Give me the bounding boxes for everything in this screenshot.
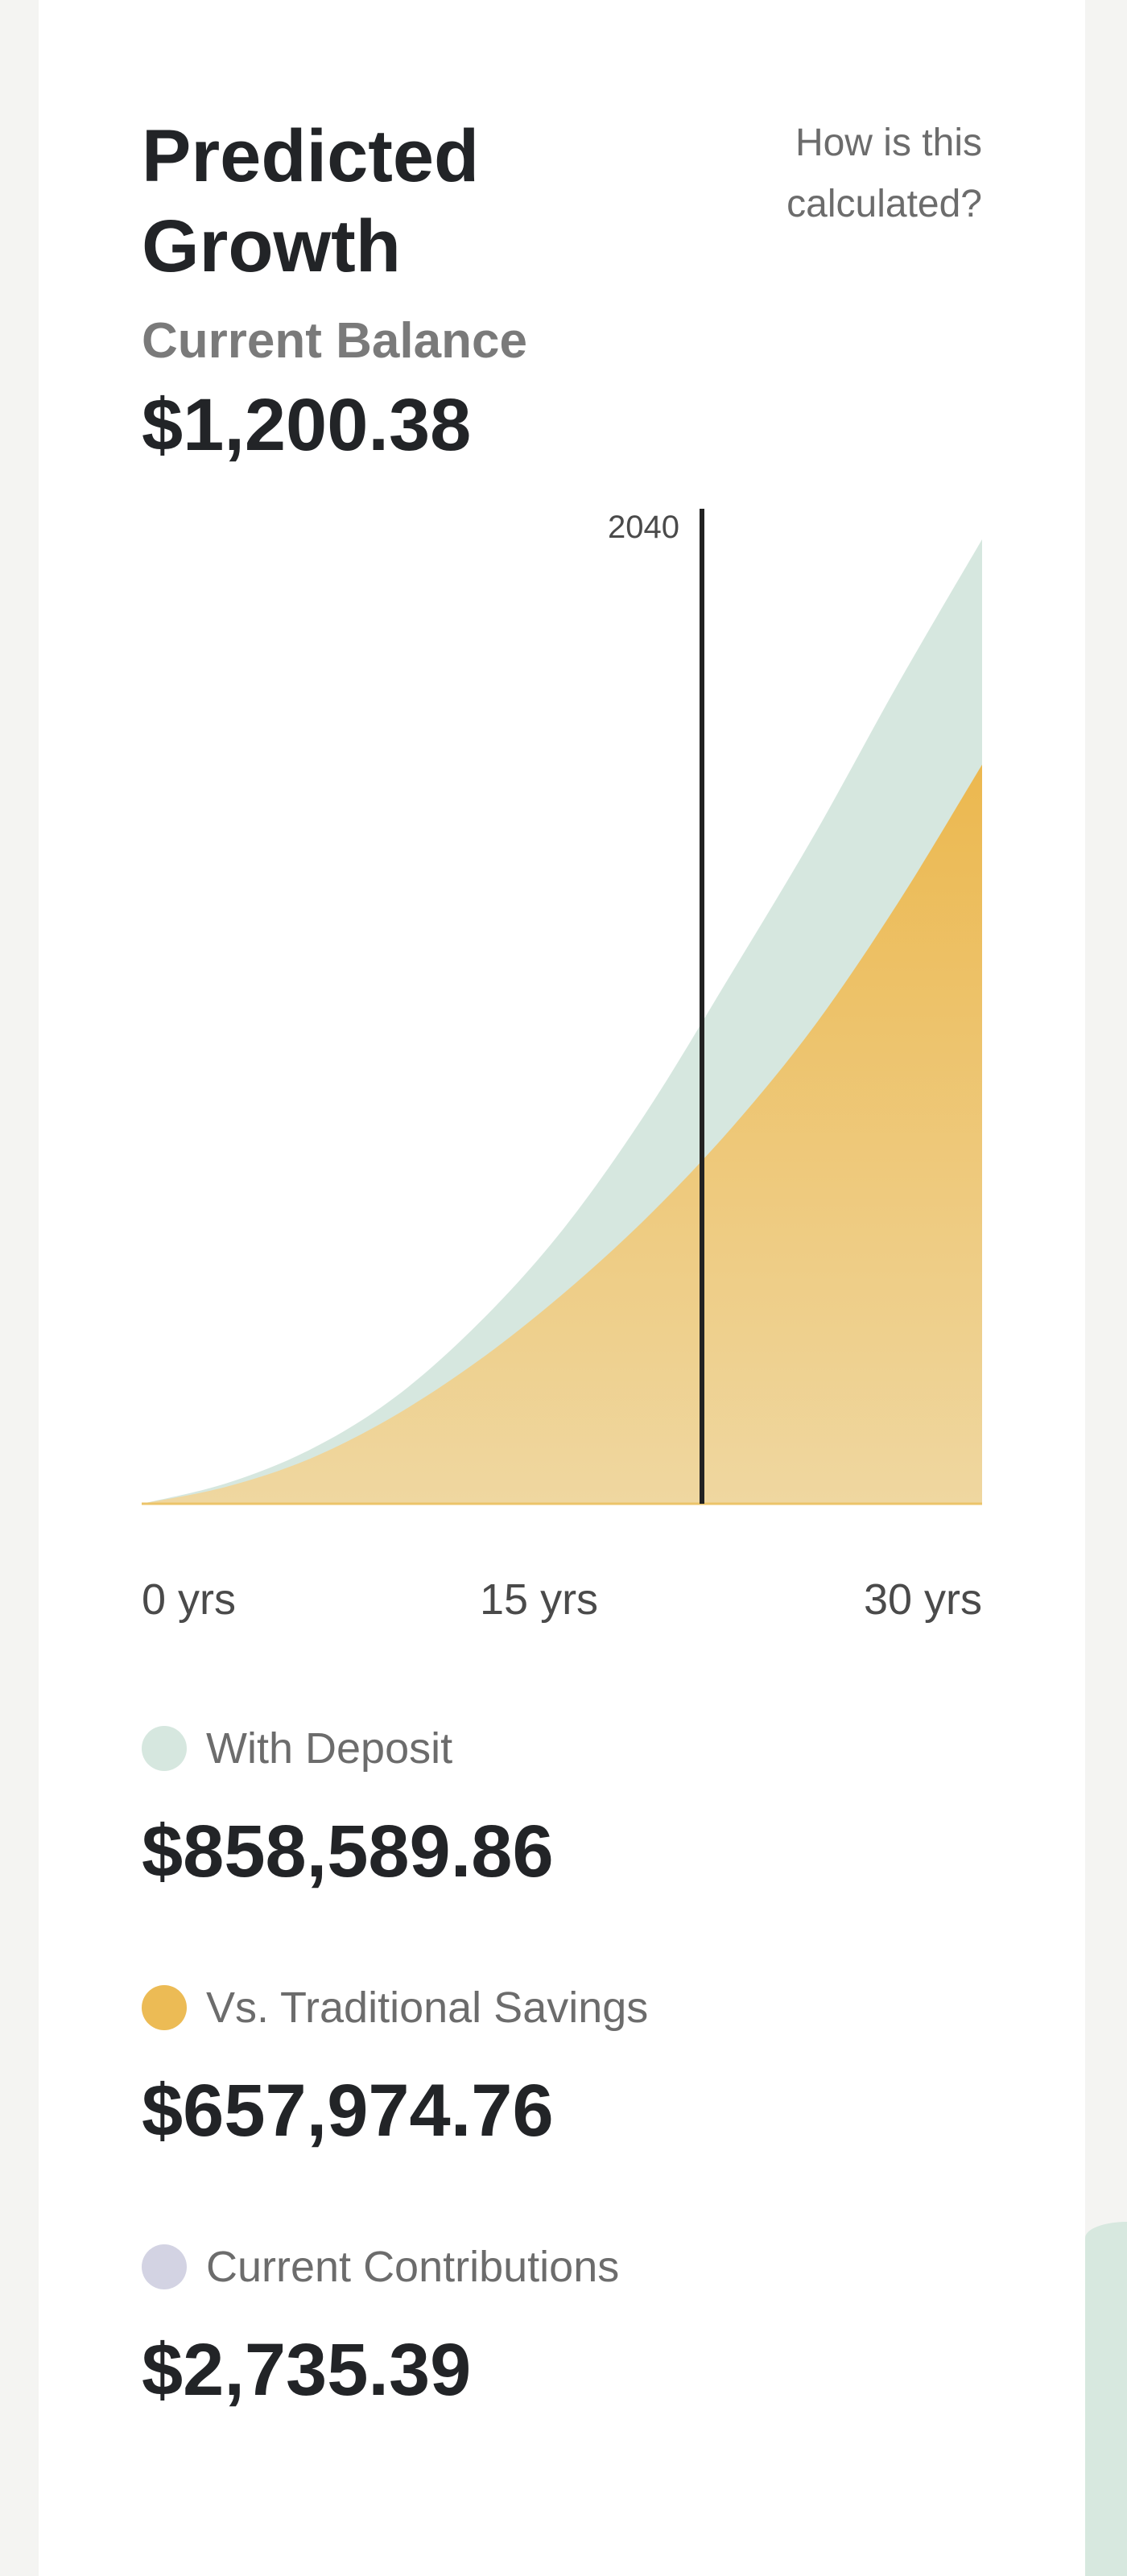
legend-label: With Deposit <box>206 1724 453 1773</box>
year-marker-label: 2040 <box>608 510 679 545</box>
x-tick-label: 30 yrs <box>863 1575 982 1624</box>
page-title: Predicted Growth <box>142 115 480 287</box>
traditional-savings-dot <box>142 1985 187 2030</box>
current-contributions-dot <box>142 2244 187 2289</box>
current-balance-label: Current Balance <box>142 313 527 369</box>
legend-with-deposit: With Deposit <box>142 1716 452 1781</box>
x-tick-label: 15 yrs <box>480 1575 599 1624</box>
background-decoration <box>1085 2222 1127 2576</box>
legend-current-contributions: Current Contributions <box>142 2235 619 2299</box>
current-contributions-value: $2,735.39 <box>142 2329 472 2411</box>
growth-chart[interactable]: 2040 <box>142 483 982 1513</box>
legend-label: Current Contributions <box>206 2243 620 2291</box>
x-tick-label: 0 yrs <box>142 1575 237 1624</box>
traditional-savings-area <box>142 764 982 1504</box>
legend-label: Vs. Traditional Savings <box>206 1984 649 2032</box>
how-calculated-link[interactable]: How is this calculated? <box>786 122 982 225</box>
legend-traditional-savings: Vs. Traditional Savings <box>142 1975 648 2040</box>
traditional-savings-value: $657,974.76 <box>142 2070 554 2152</box>
with-deposit-dot <box>142 1726 187 1771</box>
with-deposit-value: $858,589.86 <box>142 1810 554 1893</box>
current-balance-value: $1,200.38 <box>142 384 472 466</box>
